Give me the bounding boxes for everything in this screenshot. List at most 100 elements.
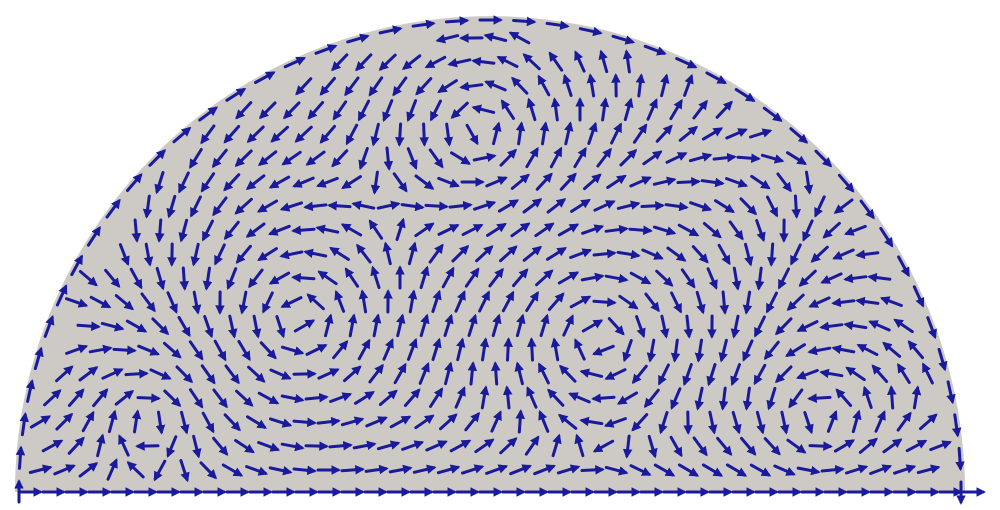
field-arrow (859, 199, 875, 220)
field-arrow (303, 201, 328, 212)
field-arrow (472, 152, 497, 163)
field-arrow (763, 437, 781, 456)
field-arrow (603, 417, 627, 428)
field-arrow (791, 194, 801, 219)
field-arrow (15, 445, 26, 470)
field-arrow (435, 34, 460, 44)
field-arrow (497, 199, 520, 213)
field-arrow (831, 297, 856, 308)
field-arrow (175, 365, 194, 384)
field-arrow (937, 347, 948, 372)
field-arrow (897, 255, 910, 278)
field-arrow (912, 285, 925, 308)
field-arrow (148, 149, 167, 167)
field-arrow (67, 388, 85, 407)
field-arrow (316, 416, 341, 427)
field-arrow (439, 413, 458, 431)
field-arrow (916, 464, 941, 475)
field-arrow (762, 106, 783, 122)
field-arrow (262, 291, 274, 314)
field-arrow (592, 297, 617, 308)
field-arrow (929, 440, 952, 452)
field-arrow (343, 365, 362, 383)
field-arrow (855, 296, 880, 307)
field-arrow (622, 434, 633, 459)
field-arrow (515, 313, 526, 338)
field-arrow (807, 393, 832, 403)
field-arrow (926, 316, 937, 340)
field-arrow (172, 126, 192, 144)
field-arrow (211, 148, 228, 169)
field-arrow (579, 416, 604, 427)
field-arrow (292, 417, 317, 428)
field-arrow (29, 415, 52, 429)
field-arrow (658, 363, 670, 386)
field-arrow (126, 461, 145, 479)
field-arrow (856, 343, 879, 357)
field-arrow (163, 341, 182, 359)
field-arrow (436, 464, 461, 475)
field-arrow (295, 77, 313, 96)
field-arrow (844, 224, 867, 236)
field-arrow (749, 463, 772, 477)
field-arrow (86, 225, 101, 247)
field-arrow (356, 243, 372, 264)
field-arrow (796, 369, 819, 380)
field-arrow (188, 340, 204, 361)
field-arrow (305, 344, 328, 356)
field-arrow (533, 464, 556, 476)
field-arrow (535, 172, 553, 191)
field-arrow (779, 410, 790, 435)
field-arrow (41, 439, 64, 453)
field-arrow (143, 242, 154, 267)
field-arrow (522, 198, 543, 214)
field-arrow (125, 319, 148, 333)
field-arrow (539, 121, 550, 146)
field-arrow (702, 222, 722, 239)
field-arrow (739, 197, 758, 216)
field-arrow (786, 151, 807, 165)
field-arrow (905, 439, 928, 453)
field-arrow (616, 200, 641, 210)
field-arrow (652, 225, 677, 236)
field-arrow (304, 441, 329, 451)
field-arrow (246, 125, 265, 144)
field-arrow (245, 465, 269, 476)
field-arrow (28, 464, 53, 474)
field-arrow (551, 433, 562, 458)
field-arrow (734, 88, 756, 102)
field-arrow (131, 218, 142, 243)
field-arrow (628, 225, 653, 236)
field-arrow (412, 464, 437, 474)
field-arrow (279, 201, 303, 212)
field-arrow (539, 313, 550, 338)
field-arrow (317, 368, 340, 380)
field-arrow (869, 464, 893, 475)
field-arrow (670, 338, 681, 363)
field-arrow (820, 272, 843, 284)
field-arrow (604, 465, 629, 476)
field-arrow (831, 344, 856, 355)
field-arrow (268, 465, 293, 476)
field-arrow (728, 220, 744, 241)
field-arrow (692, 99, 708, 120)
field-arrow (461, 223, 484, 237)
field-arrow (275, 315, 286, 339)
field-arrow (105, 198, 121, 219)
field-arrow (731, 266, 742, 291)
field-arrow (378, 53, 397, 71)
field-arrow (664, 201, 689, 212)
field-arrow (213, 339, 227, 362)
field-arrow (155, 410, 166, 435)
field-arrow (896, 411, 912, 432)
field-arrow (414, 414, 435, 430)
field-arrow (251, 314, 262, 339)
field-arrow (475, 245, 494, 263)
field-arrow (677, 463, 700, 477)
field-arrow (515, 121, 526, 146)
field-arrow (306, 293, 325, 311)
field-arrow (874, 410, 886, 433)
field-arrow (808, 296, 831, 308)
field-arrow (820, 464, 845, 475)
field-arrow (129, 267, 143, 290)
